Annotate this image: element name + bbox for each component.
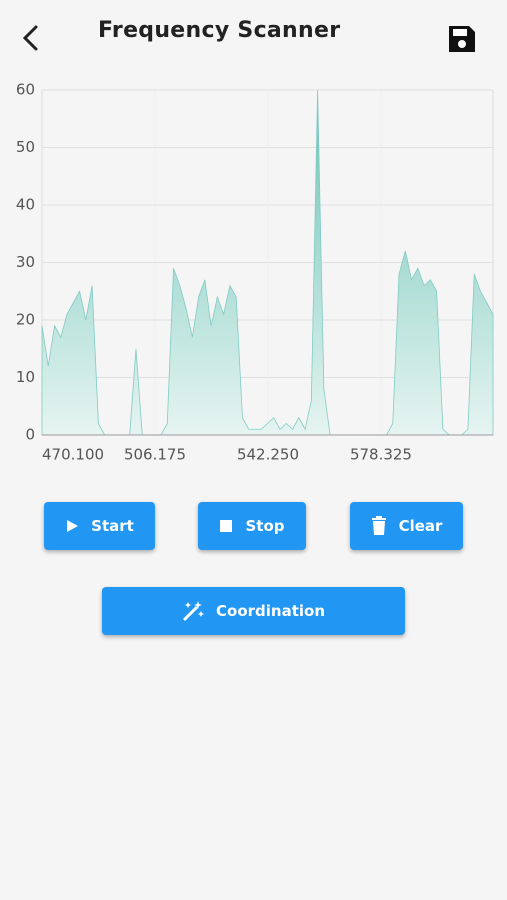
y-tick-label: 50	[16, 138, 35, 156]
x-tick-label: 578.325	[350, 446, 412, 464]
x-tick-label: 542.250	[237, 446, 299, 464]
start-button[interactable]: Start	[44, 502, 155, 550]
x-tick-label: 470.100	[42, 446, 104, 464]
button-label: Stop	[245, 517, 285, 535]
y-tick-label: 40	[16, 196, 35, 214]
y-tick-label: 10	[16, 368, 35, 386]
save-button[interactable]	[447, 24, 477, 54]
stop-button[interactable]: Stop	[198, 502, 306, 550]
button-label: Start	[91, 517, 134, 535]
back-button[interactable]	[18, 22, 44, 56]
y-tick-label: 0	[25, 426, 35, 444]
coordination-button[interactable]: Coordination	[102, 587, 405, 635]
title: Frequency Scanner	[98, 18, 341, 43]
clear-button[interactable]: Clear	[350, 502, 463, 550]
button-label: Coordination	[216, 602, 325, 620]
x-tick-label: 506.175	[124, 446, 186, 464]
button-label: Clear	[398, 517, 443, 535]
y-tick-label: 60	[16, 81, 35, 99]
chart: 0 10 20 30 40 50 60 470.100 506.175 542.250 578.32…	[16, 81, 494, 464]
y-tick-label: 30	[16, 253, 35, 271]
y-tick-label: 20	[16, 311, 35, 329]
